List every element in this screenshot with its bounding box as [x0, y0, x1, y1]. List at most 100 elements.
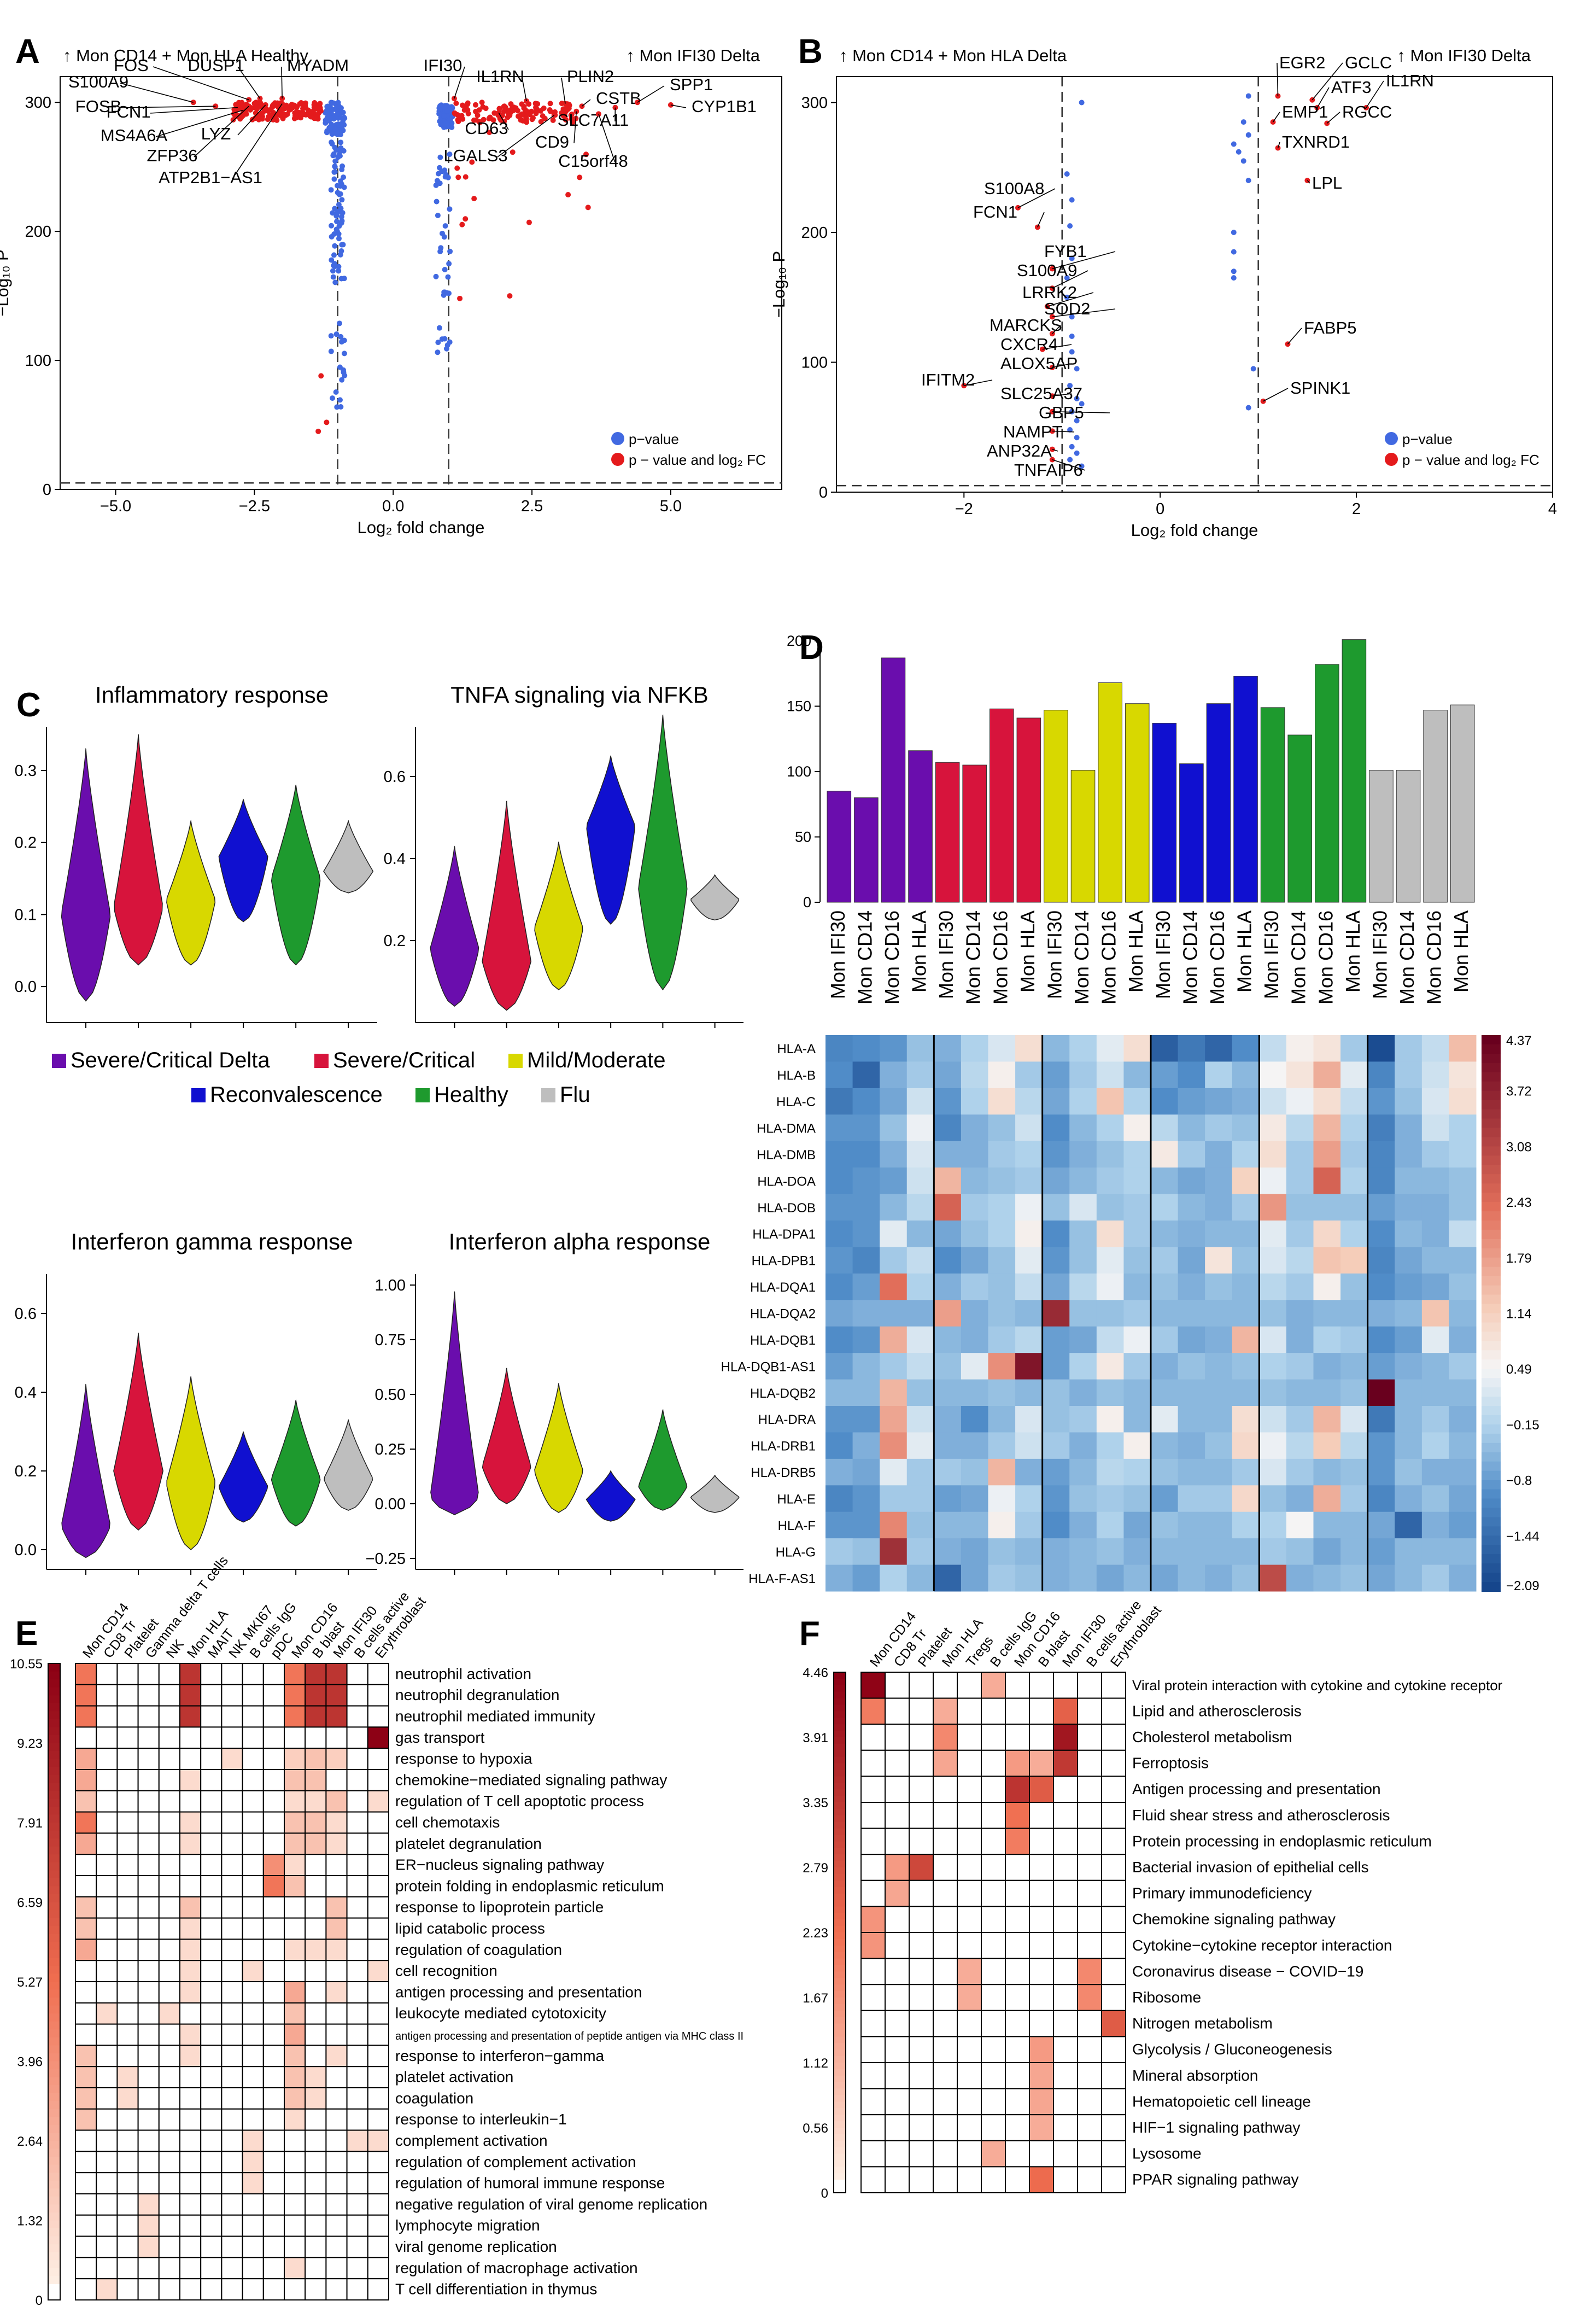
gene-label: IL1RN: [1386, 71, 1434, 90]
heatmap-cell: [284, 2129, 306, 2152]
heatmap-cell: [852, 1088, 880, 1115]
heatmap-cell: [75, 1854, 97, 1876]
gene-label: GCLC: [1345, 53, 1392, 72]
gene-label: LPL: [1312, 173, 1342, 192]
data-point: [434, 178, 440, 184]
heatmap-cell: [1101, 2010, 1126, 2037]
data-point: [339, 197, 345, 203]
heatmap-cell: [1313, 1167, 1341, 1195]
heatmap-cell: [1151, 1458, 1179, 1486]
heatmap-cell: [1101, 2114, 1126, 2141]
data-point: [278, 113, 284, 119]
gene-leader: [150, 107, 238, 114]
data-point: [496, 106, 502, 112]
colorbar-label: 0: [36, 2293, 43, 2308]
heatmap-row-label: platelet degranulation: [395, 1835, 542, 1852]
violin-shape: [166, 820, 216, 966]
heatmap-cell: [957, 2114, 982, 2141]
heatmap-cell: [860, 2036, 886, 2063]
heatmap-cell: [860, 1749, 886, 1777]
colorbar-segment: [834, 1776, 846, 1784]
heatmap-cell: [284, 1705, 306, 1728]
heatmap-cell: [1449, 1564, 1477, 1592]
data-point: [282, 106, 288, 112]
heatmap-cell: [75, 2151, 97, 2174]
heatmap-cell: [262, 2023, 285, 2046]
colorbar-segment: [834, 1724, 846, 1732]
colorbar-segment: [834, 1815, 846, 1823]
heatmap-cell: [325, 1917, 348, 1940]
colorbar-segment: [48, 1846, 60, 1855]
data-point: [334, 404, 340, 410]
panel-label: B: [798, 33, 823, 71]
legend-dot: [611, 453, 624, 466]
heatmap-cell: [116, 2278, 139, 2301]
bar-category-label: Mon CD16: [881, 910, 903, 1005]
data-point: [441, 104, 447, 110]
heatmap-cell: [262, 2193, 285, 2216]
colorbar-segment: [48, 2148, 60, 2158]
data-point: [444, 120, 450, 126]
heatmap-row-label: lipid catabolic process: [395, 1920, 545, 1937]
colorbar-segment: [834, 2030, 846, 2037]
heatmap-cell: [200, 2151, 223, 2174]
data-point: [550, 117, 556, 123]
heatmap-cell: [1313, 1088, 1341, 1115]
heatmap-cell: [116, 1811, 139, 1834]
heatmap-cell: [1395, 1458, 1422, 1486]
colorbar-segment: [834, 1808, 846, 1816]
data-point: [541, 105, 547, 111]
data-point: [585, 205, 591, 211]
heatmap-cell: [116, 2172, 139, 2194]
y-tick-label: 0.4: [384, 850, 406, 868]
heatmap-cell: [981, 1906, 1006, 1933]
heatmap-cell: [826, 1511, 853, 1539]
heatmap-cell: [1015, 1326, 1043, 1353]
heatmap-cell: [981, 1724, 1006, 1751]
heatmap-cell: [1096, 1061, 1124, 1089]
heatmap-cell: [346, 2172, 368, 2194]
heatmap-cell: [981, 1984, 1006, 2011]
heatmap-cell: [1053, 1697, 1078, 1725]
heatmap-cell: [885, 2062, 910, 2089]
heatmap-cell: [137, 1769, 160, 1791]
heatmap-cell: [1232, 1141, 1260, 1168]
heatmap-cell: [826, 1194, 853, 1221]
data-point: [337, 191, 343, 197]
heatmap-cell: [1367, 1114, 1395, 1142]
heatmap-cell: [852, 1432, 880, 1459]
gene-label: TNFAIP6: [1014, 460, 1083, 480]
data-point: [520, 118, 526, 124]
colorbar-segment: [1482, 1035, 1501, 1045]
gene-leader: [120, 83, 194, 103]
heatmap-cell: [325, 2214, 348, 2237]
violin-title: Inflammatory response: [95, 682, 329, 708]
heatmap-cell: [1123, 1167, 1151, 1195]
heatmap-cell: [1042, 1458, 1070, 1486]
heatmap-cell: [1069, 1194, 1097, 1221]
heatmap-cell: [367, 2278, 389, 2301]
heatmap-cell: [885, 1906, 910, 1933]
heatmap-cell: [325, 2023, 348, 2046]
heatmap-row-label: response to lipoprotein particle: [395, 1899, 604, 1916]
heatmap-cell: [1015, 1432, 1043, 1459]
heatmap-cell: [909, 1802, 934, 1829]
y-tick-label: 0.3: [15, 762, 37, 780]
colorbar-segment: [1482, 1072, 1501, 1082]
heatmap-cell: [1015, 1141, 1043, 1168]
heatmap-cell: [158, 2214, 180, 2237]
heatmap-cell: [221, 1684, 243, 1707]
heatmap-cell: [158, 2172, 180, 2194]
heatmap-row-label: Mineral absorption: [1132, 2067, 1258, 2084]
heatmap-cell: [158, 1684, 180, 1707]
heatmap-cell: [1340, 1247, 1368, 1274]
gene-leader: [1272, 112, 1280, 122]
heatmap-cell: [981, 2062, 1006, 2089]
heatmap-cell: [1101, 1827, 1126, 1855]
data-point: [338, 248, 344, 254]
heatmap-cell: [242, 2257, 264, 2280]
data-point: [337, 397, 343, 403]
heatmap-cell: [1151, 1432, 1179, 1459]
bar-category-label: Mon CD14: [1179, 910, 1201, 1005]
gene-leader: [1052, 325, 1061, 334]
